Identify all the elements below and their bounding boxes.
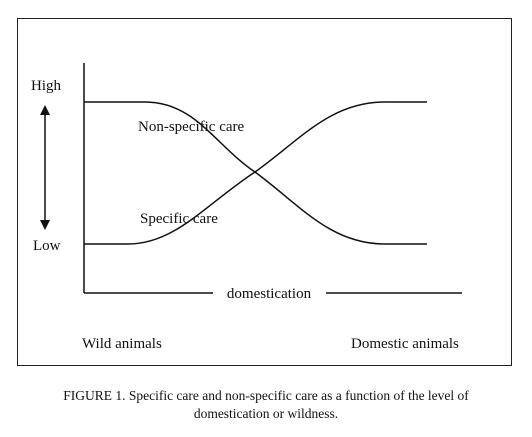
non-specific-care-label: Non-specific care <box>138 119 245 135</box>
high-label: High <box>31 78 62 94</box>
figure-caption: FIGURE 1. Specific care and non-specific… <box>20 387 512 423</box>
figure-frame <box>17 18 512 366</box>
caption-line-1: FIGURE 1. Specific care and non-specific… <box>63 388 469 403</box>
low-label: Low <box>33 238 61 254</box>
caption-line-2: domestication or wildness. <box>193 406 339 421</box>
non-specific-care-curve <box>84 101 427 245</box>
specific-care-curve <box>84 101 427 245</box>
domestication-axis-label: domestication <box>227 286 312 302</box>
domestic-animals-label: Domestic animals <box>351 336 459 352</box>
wild-animals-label: Wild animals <box>82 336 162 352</box>
specific-care-label: Specific care <box>140 211 218 227</box>
